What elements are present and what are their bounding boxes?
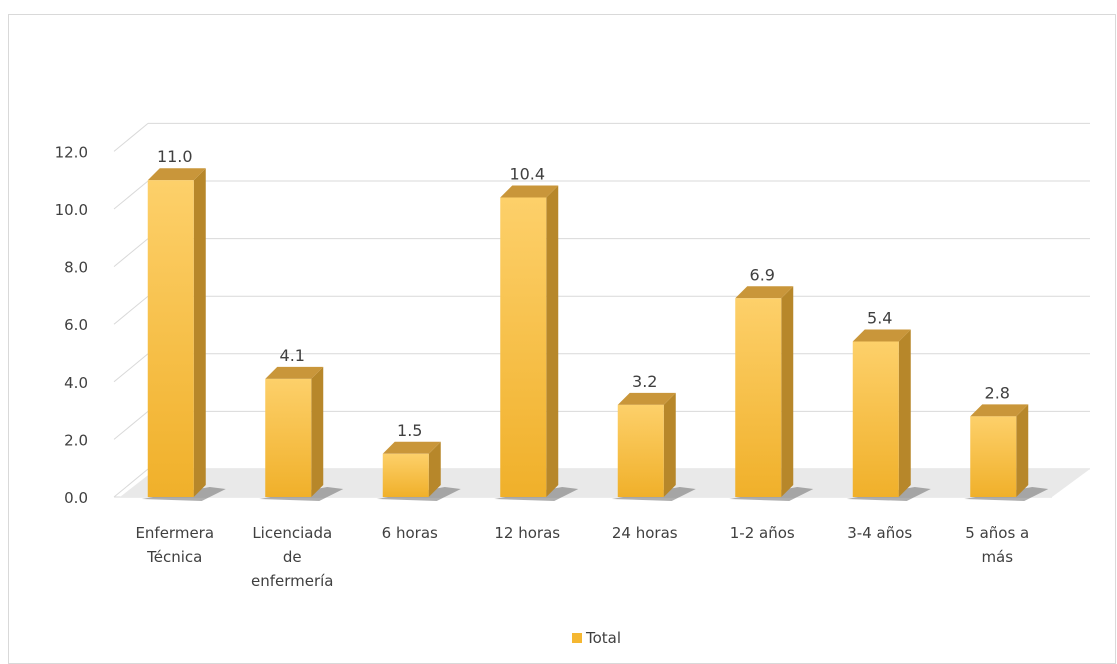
bar [494, 185, 579, 501]
gridline [113, 238, 1090, 267]
bars [141, 168, 1049, 501]
legend-swatch [572, 633, 582, 643]
y-tick-label: 0.0 [64, 489, 88, 507]
y-tick-label: 10.0 [55, 201, 88, 219]
x-axis-tick-labels: Enfermera Técnica Licenciada de enfermería 6 … [135, 524, 1029, 590]
y-tick-label: 8.0 [64, 259, 88, 277]
gridline [113, 180, 1090, 210]
y-axis-tick-labels: 0.0 2.0 4.0 6.0 8.0 10.0 12.0 [55, 143, 88, 507]
data-label: 4.1 [280, 346, 305, 365]
data-label: 1.5 [397, 421, 422, 440]
data-label: 3.2 [632, 372, 657, 391]
gridline [113, 122, 1090, 152]
bar [259, 366, 344, 501]
y-tick-label: 12.0 [55, 143, 88, 161]
bar [611, 392, 696, 501]
bar [141, 168, 226, 501]
x-tick-label: 12 horas [494, 524, 560, 542]
bar [729, 286, 814, 501]
x-tick-label: 1-2 años [730, 524, 795, 542]
gridline [113, 353, 1090, 383]
x-tick-label: 24 horas [612, 524, 678, 542]
chart-floor [120, 469, 1090, 497]
legend-label: Total [585, 629, 621, 647]
y-tick-label: 4.0 [64, 374, 88, 392]
data-label: 11.0 [157, 147, 193, 166]
x-tick-label: 3-4 años [847, 524, 912, 542]
bar [846, 329, 931, 501]
y-tick-label: 2.0 [64, 431, 88, 449]
data-label: 6.9 [750, 265, 775, 284]
x-tick-label: Enfermera Técnica [135, 524, 214, 566]
legend: Total [572, 629, 621, 647]
floor-plane [120, 469, 1090, 497]
x-tick-label: 6 horas [382, 524, 438, 542]
data-labels: 11.0 4.1 1.5 10.4 3.2 6.9 5.4 2.8 [157, 147, 1010, 440]
bar [376, 441, 461, 501]
gridline [113, 295, 1090, 325]
x-tick-label: Licenciada de enfermería [251, 524, 334, 590]
data-label: 5.4 [867, 308, 892, 327]
y-tick-label: 6.0 [64, 316, 88, 334]
gridline [113, 410, 1090, 440]
gridlines [113, 122, 1090, 498]
x-tick-label: 5 años a más [965, 524, 1029, 566]
bar [964, 404, 1049, 501]
data-label: 2.8 [985, 383, 1010, 402]
data-label: 10.4 [509, 164, 545, 183]
